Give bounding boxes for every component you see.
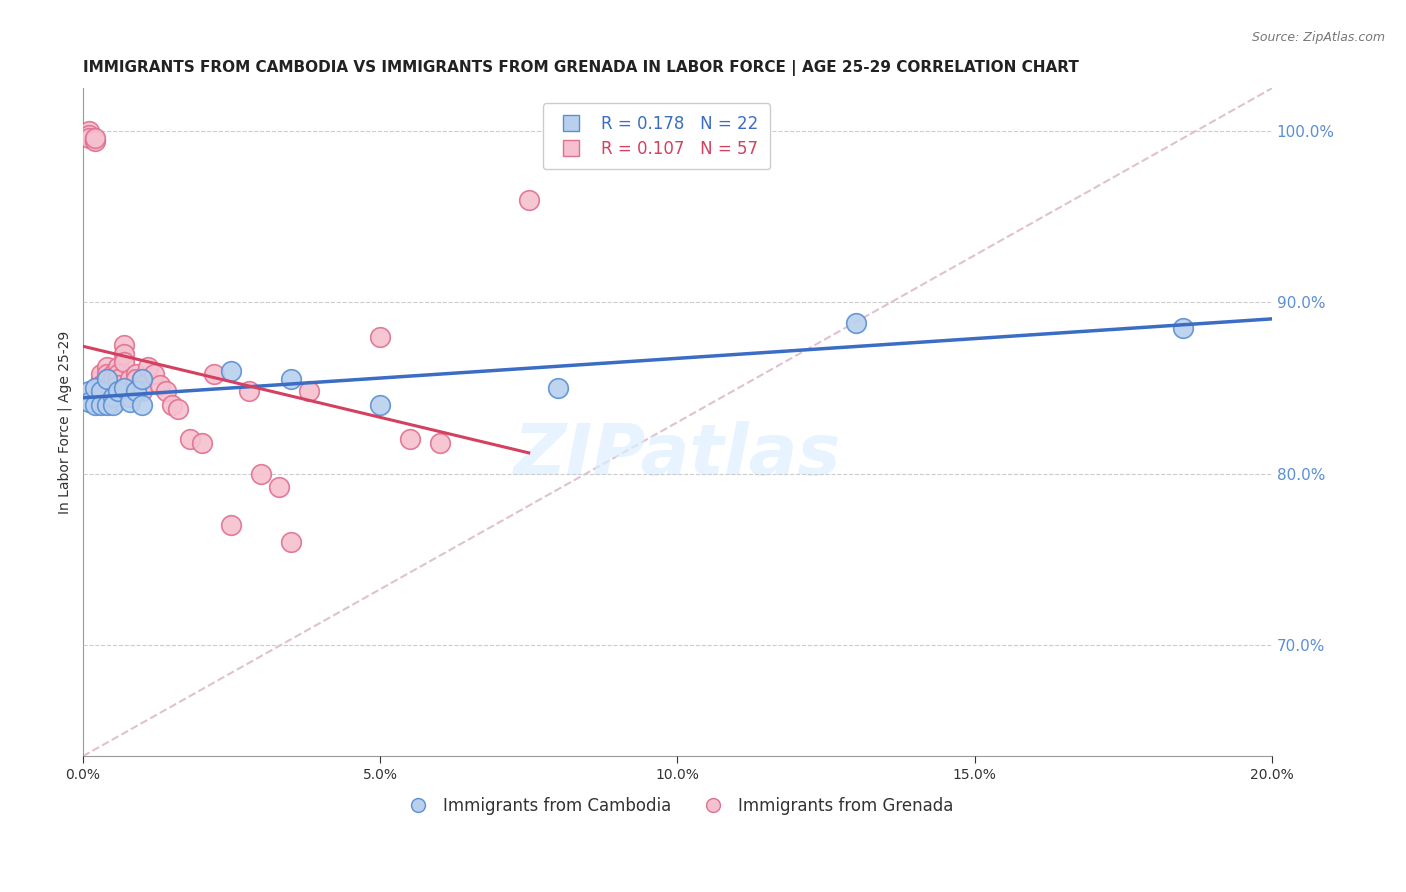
Point [101,398,124,412]
Point [77,394,100,409]
Point [101,381,124,395]
Point [160,398,183,412]
Point [83,131,105,145]
Point [83,134,105,148]
Point [250,467,273,481]
Point [83,133,105,147]
Point [101,368,124,382]
Text: IMMIGRANTS FROM CAMBODIA VS IMMIGRANTS FROM GRENADA IN LABOR FORCE | AGE 25-29 C: IMMIGRANTS FROM CAMBODIA VS IMMIGRANTS F… [83,60,1078,76]
Point [298,384,321,399]
Point [202,368,225,382]
Point [107,372,129,386]
Point [167,401,190,416]
Point [131,384,153,399]
Point [120,372,142,386]
Point [77,124,100,138]
Point [368,329,391,343]
Point [101,377,124,392]
Y-axis label: In Labor Force | Age 25-29: In Labor Force | Age 25-29 [58,331,72,514]
Point [83,381,105,395]
Point [398,433,420,447]
Point [120,394,142,409]
Point [101,390,124,404]
Point [131,372,153,386]
Point [107,384,129,399]
Point [107,377,129,392]
Point [179,433,201,447]
Point [190,435,212,450]
Point [107,368,129,382]
Point [125,372,148,386]
Point [131,372,153,386]
Point [280,535,302,549]
Point [96,384,118,399]
Point [90,398,112,412]
Point [101,390,124,404]
Point [107,360,129,375]
Point [83,398,105,412]
Text: ZIPatlas: ZIPatlas [513,421,841,491]
Point [131,398,153,412]
Point [101,384,124,399]
Point [96,372,118,386]
Point [238,384,260,399]
Point [112,355,135,369]
Point [547,381,569,395]
Point [143,368,166,382]
Point [221,518,243,533]
Point [131,377,153,392]
Point [136,360,159,375]
Point [90,390,112,404]
Point [429,435,451,450]
Point [280,372,302,386]
Point [90,372,112,386]
Point [125,368,148,382]
Point [1171,321,1194,335]
Point [90,377,112,392]
Point [77,384,100,399]
Point [368,398,391,412]
Point [96,360,118,375]
Legend: Immigrants from Cambodia, Immigrants from Grenada: Immigrants from Cambodia, Immigrants fro… [395,790,960,822]
Point [90,368,112,382]
Point [120,390,142,404]
Point [101,394,124,409]
Point [155,384,177,399]
Point [125,384,148,399]
Text: Source: ZipAtlas.com: Source: ZipAtlas.com [1251,31,1385,45]
Point [267,480,290,494]
Point [221,364,243,378]
Point [77,128,100,142]
Point [96,398,118,412]
Point [517,193,540,207]
Point [101,372,124,386]
Point [120,384,142,399]
Point [112,347,135,361]
Point [90,384,112,399]
Point [125,384,148,399]
Point [149,377,172,392]
Point [845,316,868,330]
Point [96,368,118,382]
Point [112,338,135,352]
Point [112,381,135,395]
Point [90,384,112,399]
Point [96,372,118,386]
Point [77,131,100,145]
